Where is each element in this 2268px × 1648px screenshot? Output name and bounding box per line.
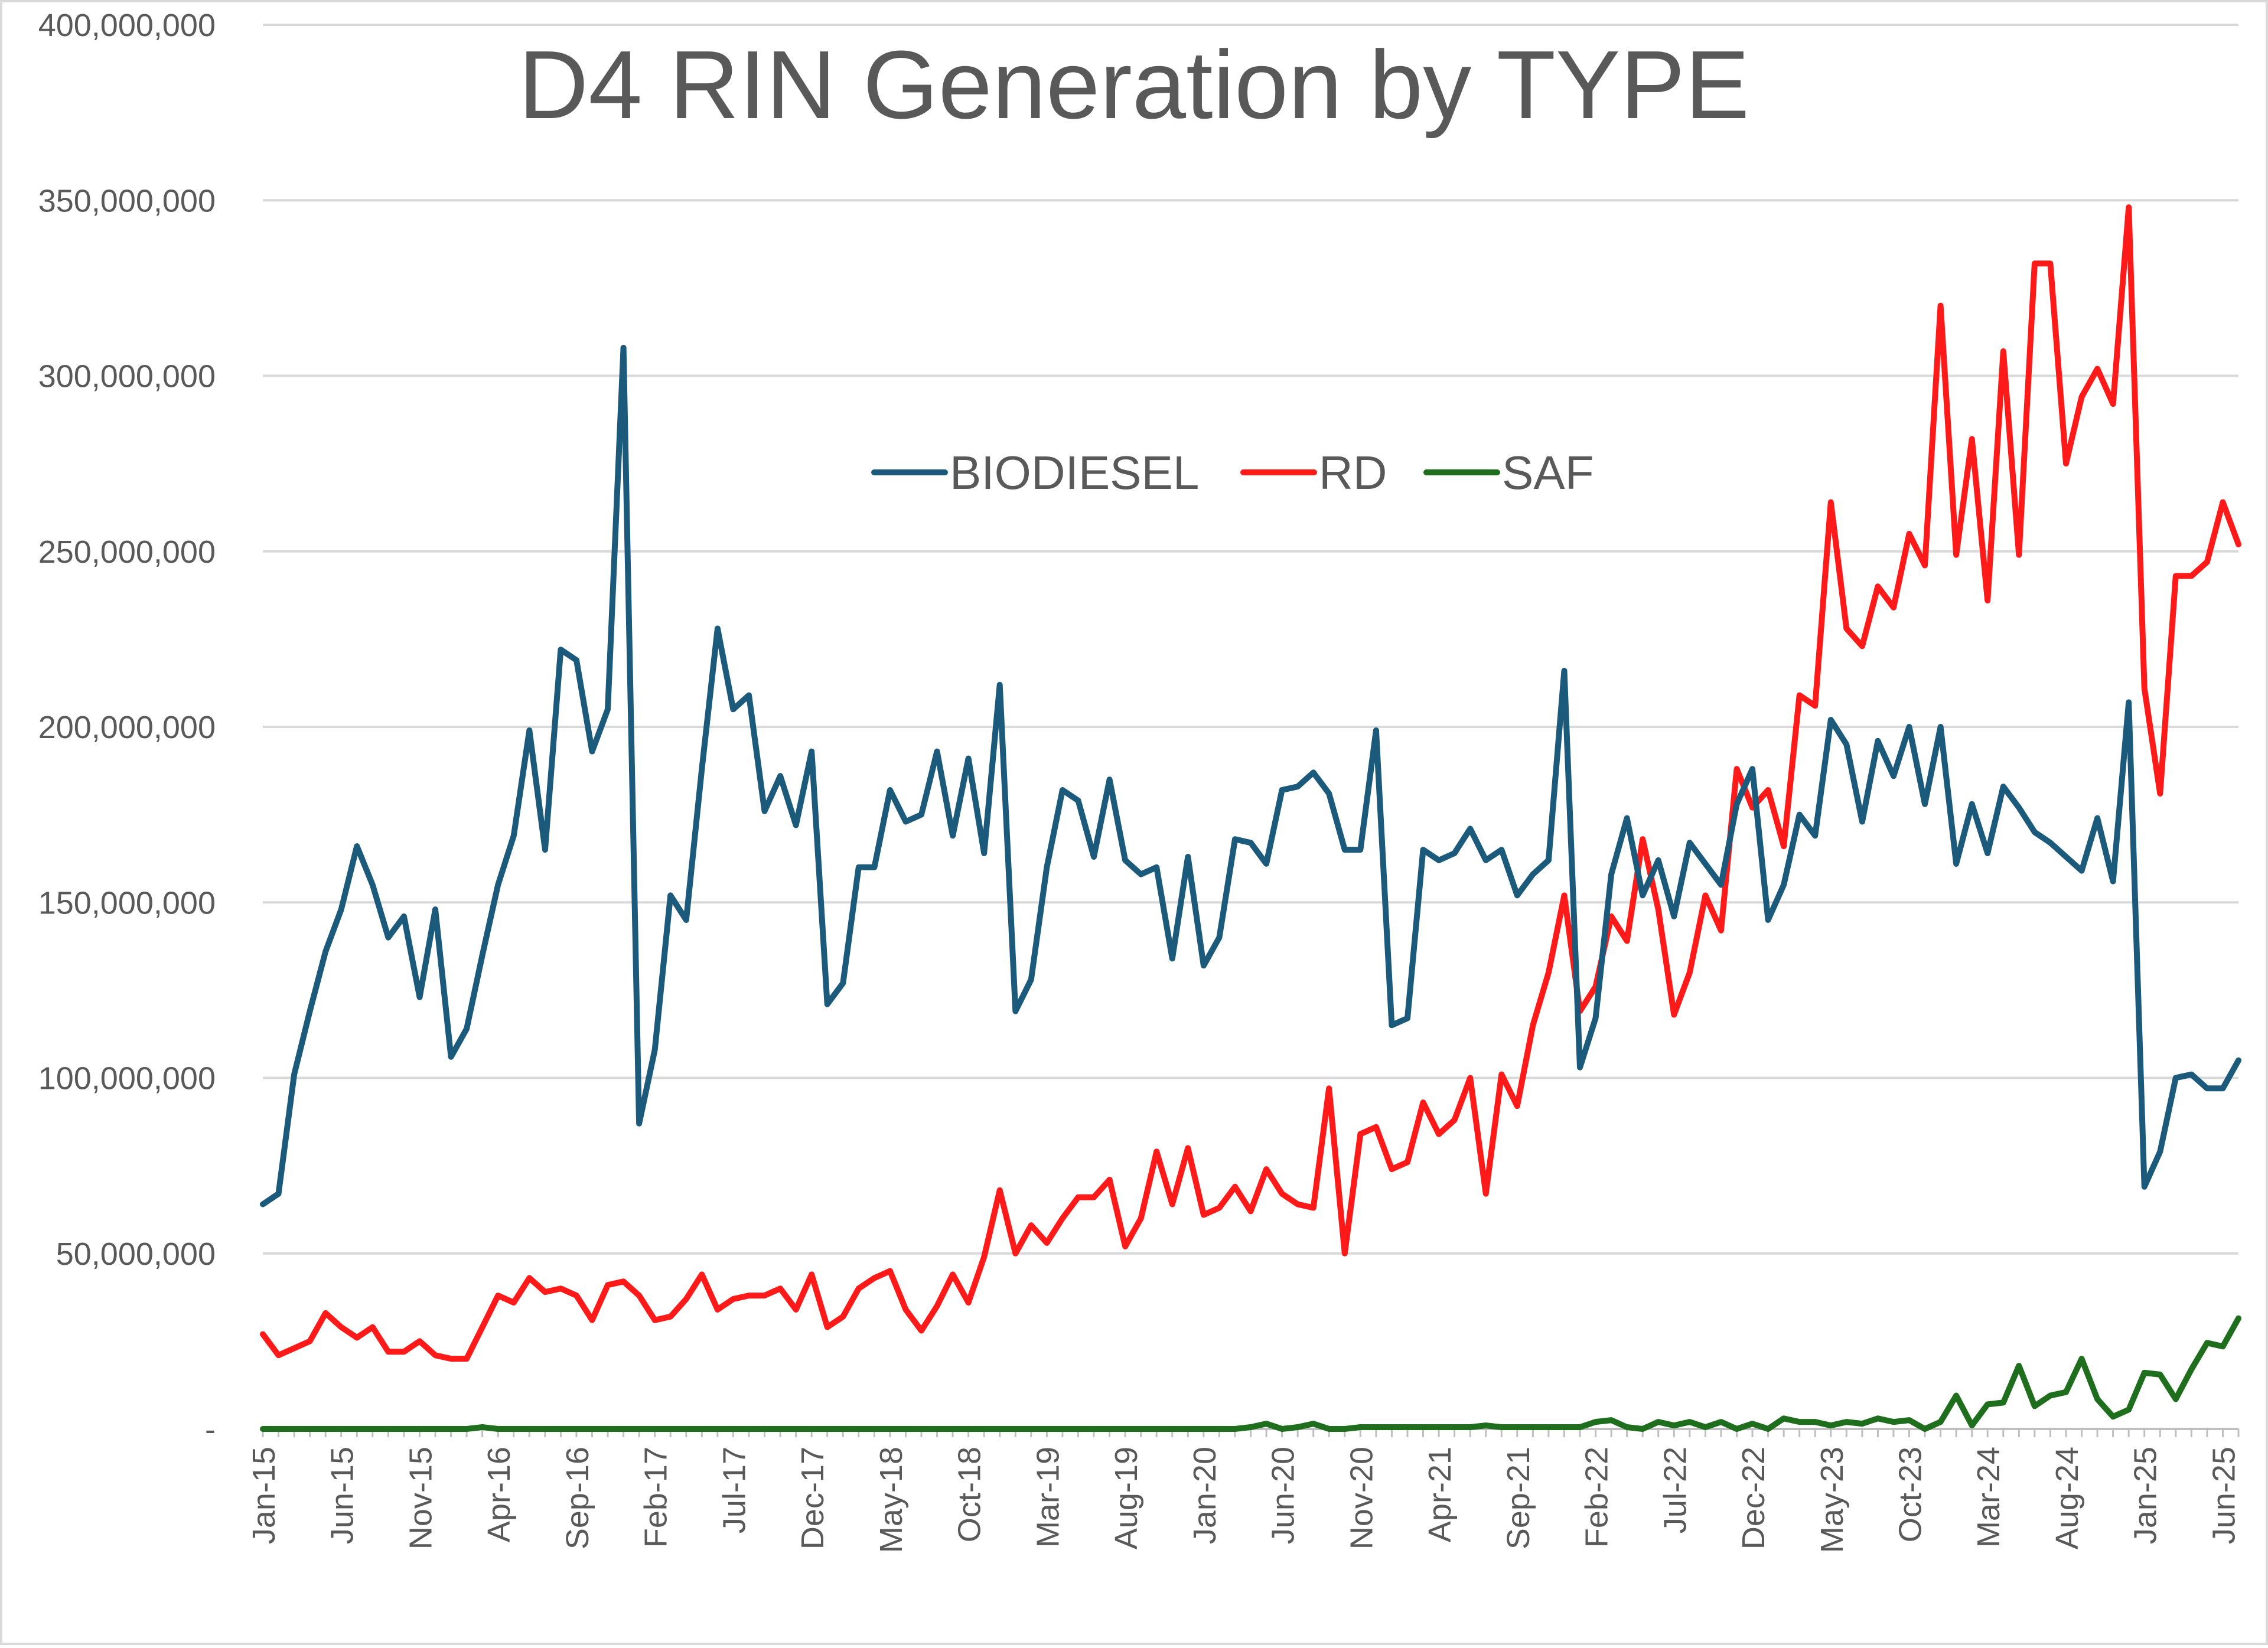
x-tick-label: Dec-22 — [1736, 1447, 1771, 1549]
y-tick-label: 200,000,000 — [38, 710, 216, 745]
x-tick-label: Nov-15 — [403, 1447, 438, 1549]
y-tick-label: - — [205, 1412, 216, 1447]
y-tick-label: 300,000,000 — [38, 359, 216, 394]
x-tick-label: Jul-22 — [1657, 1447, 1693, 1533]
x-tick-label: Jun-20 — [1266, 1447, 1301, 1544]
y-tick-label: 350,000,000 — [38, 183, 216, 218]
x-axis: Jan-15 Jun-15 Nov-15 Apr-16 Sep-16 Feb-17 Jul-… — [246, 1428, 2241, 1553]
x-tick-label: Jun-25 — [2206, 1447, 2241, 1544]
x-tick-label: Sep-16 — [560, 1447, 595, 1549]
y-tick-label: 50,000,000 — [56, 1236, 216, 1272]
x-tick-label: Aug-24 — [2049, 1447, 2085, 1549]
x-tick-label: Apr-16 — [481, 1447, 517, 1542]
x-tick-label: Mar-19 — [1030, 1447, 1065, 1548]
series-line-biodiesel — [260, 344, 2241, 1208]
x-tick-label: May-18 — [874, 1447, 909, 1553]
x-tick-label: Jun-15 — [325, 1447, 360, 1544]
y-tick-label: 150,000,000 — [38, 885, 216, 921]
chart-title: D4 RIN Generation by TYPE — [519, 31, 1749, 139]
x-tick-label: Feb-22 — [1579, 1447, 1615, 1548]
x-tick-label: Aug-19 — [1109, 1447, 1144, 1549]
x-tick-label: Oct-23 — [1893, 1447, 1928, 1542]
x-tick-label: Sep-21 — [1501, 1447, 1536, 1549]
x-tick-label: Jan-25 — [2128, 1447, 2163, 1544]
x-tick-label: Apr-21 — [1422, 1447, 1458, 1542]
x-tick-label: Dec-17 — [795, 1447, 830, 1549]
y-tick-label: 400,000,000 — [38, 8, 216, 43]
legend-label-saf: SAF — [1502, 446, 1594, 499]
series-line-saf — [260, 1315, 2241, 1432]
y-axis: - 50,000,000 100,000,000 150,000,000 200,000… — [38, 8, 216, 1447]
legend-label-rd: RD — [1319, 446, 1387, 499]
x-tick-label: Oct-18 — [952, 1447, 988, 1542]
series-line-rd — [260, 204, 2241, 1362]
y-tick-label: 100,000,000 — [38, 1061, 216, 1097]
x-tick-label: Jul-17 — [716, 1447, 752, 1533]
legend: BIODIESEL RD SAF — [871, 446, 1594, 499]
series-lines — [260, 204, 2241, 1432]
gridlines — [263, 24, 2238, 1255]
x-tick-label: Jan-20 — [1187, 1447, 1223, 1544]
y-tick-label: 250,000,000 — [38, 534, 216, 570]
x-tick-label: May-23 — [1814, 1447, 1850, 1553]
x-tick-label: Nov-20 — [1344, 1447, 1379, 1549]
x-tick-label: Feb-17 — [638, 1447, 674, 1548]
x-tick-label: Mar-24 — [1971, 1447, 2006, 1548]
legend-label-biodiesel: BIODIESEL — [950, 446, 1199, 499]
x-tick-label: Jan-15 — [246, 1447, 282, 1544]
